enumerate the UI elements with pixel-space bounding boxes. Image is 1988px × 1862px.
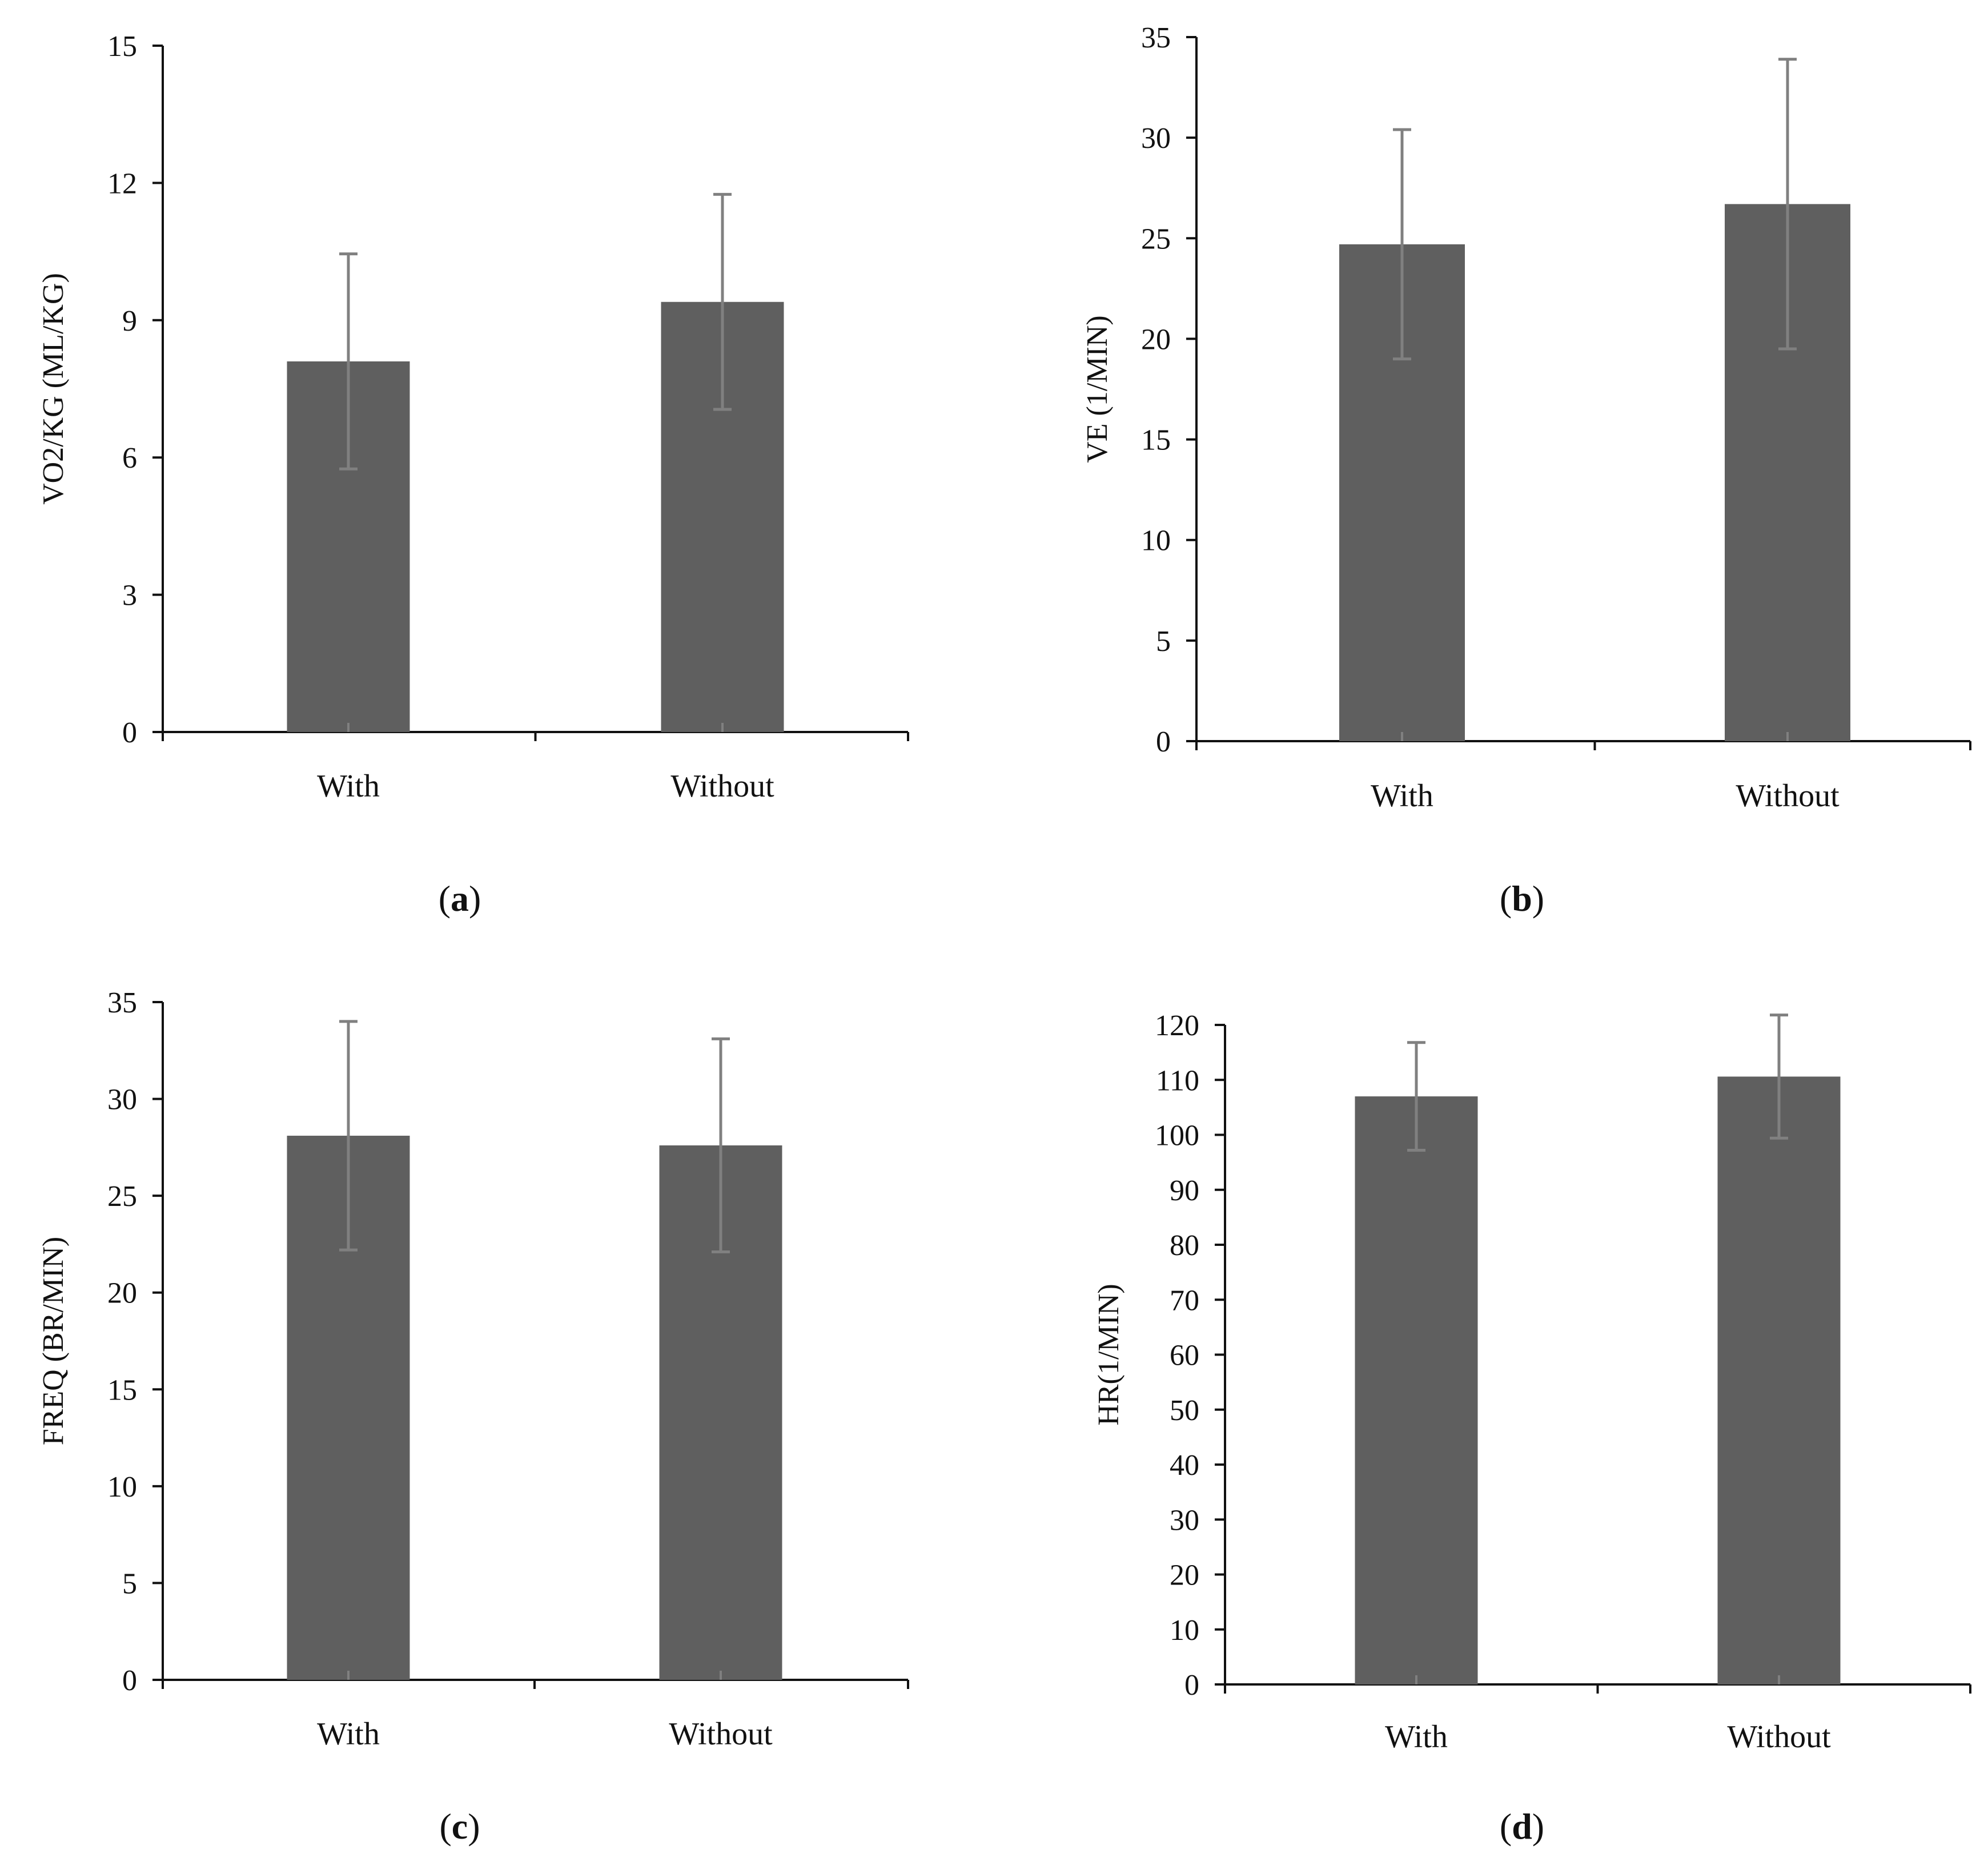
y-tick-label: 6 [122,442,137,474]
y-axis-title: VO2/KG (ML/KG) [37,273,70,505]
y-tick-label: 30 [1141,122,1171,155]
caption-letter: b [1512,878,1532,919]
y-tick-label: 35 [107,987,137,1019]
y-tick-label: 90 [1170,1175,1199,1207]
panel-caption: (a) [439,878,481,919]
caption-open-paren: ( [1500,878,1512,919]
caption-close-paren: ) [1532,878,1544,919]
y-tick-label: 20 [1170,1559,1199,1592]
y-tick-label: 0 [1156,726,1171,758]
y-tick-label: 15 [107,30,137,63]
y-tick-label: 0 [122,1664,137,1697]
x-category-label: Without [1727,1719,1831,1755]
bar-without [1717,1076,1841,1684]
y-tick-label: 120 [1155,1010,1199,1042]
y-axis-title: HR(1/MIN) [1093,1284,1125,1425]
y-tick-label: 15 [107,1374,137,1406]
y-tick-label: 12 [107,167,137,200]
y-tick-label: 30 [1170,1504,1199,1537]
caption-open-paren: ( [439,1806,451,1847]
caption-close-paren: ) [469,878,481,919]
chart-panel-d: 0 10 20 30 40 50 60 70 80 90 100 110 120 With Without H… [1093,1010,1971,1847]
chart-panel-b: 0 5 10 15 20 25 30 35 With Without VE (1/MIN) (b) [1081,22,1971,919]
bar-with [1355,1096,1478,1684]
y-tick-label: 80 [1170,1229,1199,1262]
y-tick-label: 35 [1141,22,1171,54]
y-tick-label: 9 [122,305,137,337]
y-tick-label: 15 [1141,424,1171,457]
chart-panel-c: 0 5 10 15 20 25 30 35 With Without FREQ (BR/MIN) (c… [37,987,909,1847]
y-tick-label: 0 [1184,1669,1199,1702]
y-tick-label: 50 [1170,1394,1199,1427]
x-category-label: With [1385,1719,1448,1755]
caption-letter: d [1512,1806,1532,1847]
x-category-label: With [317,769,380,804]
y-tick-label: 5 [122,1567,137,1600]
caption-open-paren: ( [1500,1806,1512,1847]
x-category-label: With [317,1716,380,1752]
caption-close-paren: ) [468,1806,480,1847]
y-tick-label: 5 [1156,625,1171,658]
y-tick-label: 30 [107,1084,137,1116]
x-category-label: Without [669,1716,773,1752]
panel-caption: (c) [439,1806,480,1847]
y-tick-label: 40 [1170,1449,1199,1482]
y-tick-label: 20 [1141,323,1171,356]
caption-letter: c [452,1806,468,1847]
y-tick-label: 70 [1170,1284,1199,1317]
y-tick-label: 110 [1156,1064,1199,1097]
x-category-label: Without [670,769,774,804]
chart-panel-a: 0 3 6 9 12 15 With Without VO2/KG (ML/KG) (a) [37,30,909,919]
x-category-label: Without [1736,778,1840,814]
y-axis-title: FREQ (BR/MIN) [37,1237,70,1445]
y-tick-label: 25 [107,1180,137,1213]
y-tick-label: 10 [107,1471,137,1503]
y-tick-label: 100 [1155,1120,1199,1152]
y-tick-label: 60 [1170,1340,1199,1372]
caption-open-paren: ( [439,878,451,919]
y-tick-label: 10 [1170,1614,1199,1647]
y-tick-label: 10 [1141,525,1171,557]
panel-caption: (d) [1500,1806,1544,1847]
x-category-label: With [1371,778,1433,814]
panel-caption: (b) [1500,878,1544,919]
y-tick-label: 25 [1141,223,1171,255]
y-axis-title: VE (1/MIN) [1081,315,1114,463]
caption-letter: a [451,878,469,919]
caption-close-paren: ) [1532,1806,1544,1847]
y-tick-label: 20 [107,1277,137,1310]
y-tick-label: 0 [122,717,137,749]
y-tick-label: 3 [122,580,137,612]
